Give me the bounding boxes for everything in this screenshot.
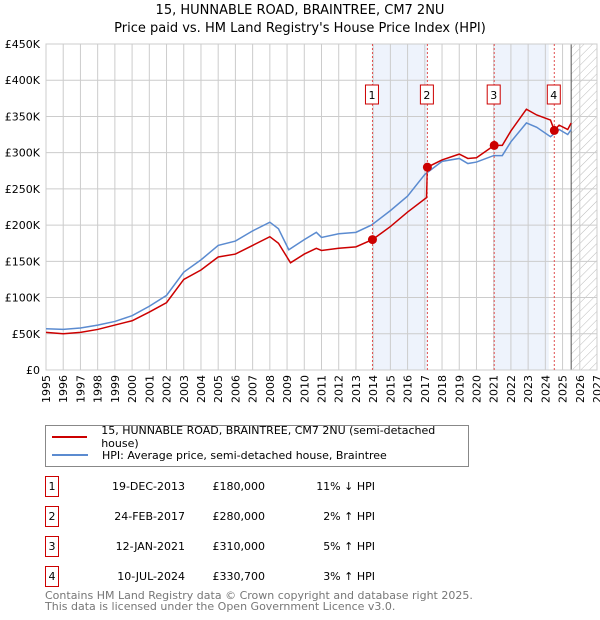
- legend-label: HPI: Average price, semi-detached house,…: [102, 448, 387, 462]
- x-tick-label: 2010: [298, 375, 311, 403]
- transaction-date: 10-JUL-2024: [117, 570, 185, 583]
- sale-point: [367, 235, 377, 245]
- shaded-region: [372, 44, 428, 370]
- y-tick-label: £350K: [5, 110, 41, 123]
- transaction-hpi: 3% ↑ HPI: [323, 570, 375, 583]
- y-tick-label: £400K: [5, 74, 41, 87]
- transaction-date: 12-JAN-2021: [115, 540, 185, 553]
- x-tick-label: 1998: [92, 375, 105, 403]
- legend-swatch-hpi: [52, 454, 88, 456]
- transaction-row: 1 19-DEC-2013 £180,000 11% ↓ HPI: [45, 476, 375, 498]
- x-tick-label: 2013: [350, 375, 363, 403]
- x-tick-label: 2026: [574, 375, 587, 403]
- x-tick-label: 1996: [57, 375, 70, 403]
- transaction-row: 3 12-JAN-2021 £310,000 5% ↑ HPI: [45, 536, 375, 558]
- sale-label-box: [419, 84, 434, 105]
- x-tick-label: 2020: [470, 375, 483, 403]
- x-tick-label: 2009: [281, 375, 294, 403]
- sale-label: 2: [423, 89, 430, 102]
- sale-label-box: [486, 84, 501, 105]
- x-tick-label: 2004: [195, 375, 208, 403]
- transaction-hpi: 5% ↑ HPI: [323, 540, 375, 553]
- x-tick-label: 2018: [436, 375, 449, 403]
- y-tick-label: £150K: [5, 255, 41, 268]
- series-line-price: [45, 108, 572, 335]
- transaction-date: 24-FEB-2017: [114, 510, 185, 523]
- x-tick-label: 2012: [333, 375, 346, 403]
- sale-label-box: [546, 84, 561, 105]
- sale-label: 3: [490, 89, 497, 102]
- x-tick-label: 2023: [522, 375, 535, 403]
- legend: 15, HUNNABLE ROAD, BRAINTREE, CM7 2NU (s…: [45, 424, 469, 467]
- x-tick-label: 2022: [505, 375, 518, 403]
- x-tick-label: 2025: [557, 375, 570, 403]
- y-tick-label: £450K: [5, 38, 41, 51]
- x-tick-label: 2021: [488, 375, 501, 403]
- y-tick-label: £0: [26, 364, 40, 377]
- chart-title: 15, HUNNABLE ROAD, BRAINTREE, CM7 2NU Pri…: [0, 2, 600, 38]
- sale-label: 1: [368, 89, 375, 102]
- footer-line: This data is licensed under the Open Gov…: [45, 600, 396, 613]
- transaction-num: 3: [45, 536, 59, 557]
- footer-line: Contains HM Land Registry data © Crown c…: [45, 589, 473, 602]
- footer: Contains HM Land Registry data © Crown c…: [45, 590, 473, 612]
- transaction-hpi: 11% ↓ HPI: [316, 480, 375, 493]
- x-tick-label: 2014: [367, 375, 380, 403]
- sale-label-box: [364, 84, 379, 105]
- sale-label: 4: [550, 89, 557, 102]
- sale-point: [549, 125, 559, 135]
- x-tick-label: 2019: [453, 375, 466, 403]
- title: 15, HUNNABLE ROAD, BRAINTREE, CM7 2NU: [155, 3, 445, 18]
- x-tick-label: 2011: [316, 375, 329, 403]
- y-tick-label: £300K: [5, 147, 41, 160]
- series-line-hpi: [45, 122, 572, 331]
- legend-swatch-price: [52, 436, 88, 438]
- transaction-num: 4: [45, 566, 59, 587]
- x-tick-label: 2005: [212, 375, 225, 403]
- x-tick-label: 1995: [40, 375, 53, 403]
- x-tick-label: 2027: [591, 375, 600, 403]
- transaction-row: 2 24-FEB-2017 £280,000 2% ↑ HPI: [45, 506, 375, 528]
- forecast-hatch: [571, 44, 597, 370]
- x-tick-label: 2024: [539, 375, 552, 403]
- transaction-date: 19-DEC-2013: [111, 480, 185, 493]
- x-tick-label: 2017: [419, 375, 432, 403]
- sale-point: [422, 162, 432, 172]
- x-tick-label: 2007: [247, 375, 260, 403]
- x-tick-label: 1997: [74, 375, 87, 403]
- y-tick-label: £50K: [12, 328, 41, 341]
- legend-item-price: 15, HUNNABLE ROAD, BRAINTREE, CM7 2NU (s…: [52, 424, 468, 450]
- x-tick-label: 2001: [143, 375, 156, 403]
- sale-point: [489, 140, 499, 150]
- x-tick-label: 2002: [161, 375, 174, 403]
- transaction-price: £330,700: [212, 570, 266, 583]
- y-tick-label: £200K: [5, 219, 41, 232]
- x-tick-label: 2006: [229, 375, 242, 403]
- plot-frame: [45, 43, 598, 371]
- transaction-hpi: 2% ↑ HPI: [323, 510, 375, 523]
- transaction-price: £180,000: [212, 480, 266, 493]
- shaded-region: [494, 44, 549, 370]
- x-tick-label: 2015: [384, 375, 397, 403]
- chart: 1995 1996 1997 1998 1999 2000 2001 2002 2003 2004…: [5, 38, 600, 403]
- x-tick-label: 1999: [109, 375, 122, 403]
- x-tick-label: 2003: [178, 375, 191, 403]
- x-tick-label: 2008: [264, 375, 277, 403]
- legend-item-hpi: HPI: Average price, semi-detached house,…: [52, 447, 387, 463]
- y-tick-label: £100K: [5, 292, 41, 305]
- x-tick-label: 2016: [402, 375, 415, 403]
- transaction-num: 1: [45, 476, 59, 497]
- y-tick-label: £250K: [5, 183, 41, 196]
- transaction-num: 2: [45, 506, 59, 527]
- transaction-price: £310,000: [212, 540, 266, 553]
- transaction-price: £280,000: [212, 510, 266, 523]
- x-tick-label: 2000: [126, 375, 139, 403]
- legend-label: 15, HUNNABLE ROAD, BRAINTREE, CM7 2NU (s…: [101, 424, 436, 450]
- subtitle: Price paid vs. HM Land Registry's House …: [114, 21, 486, 36]
- transaction-row: 4 10-JUL-2024 £330,700 3% ↑ HPI: [45, 566, 375, 588]
